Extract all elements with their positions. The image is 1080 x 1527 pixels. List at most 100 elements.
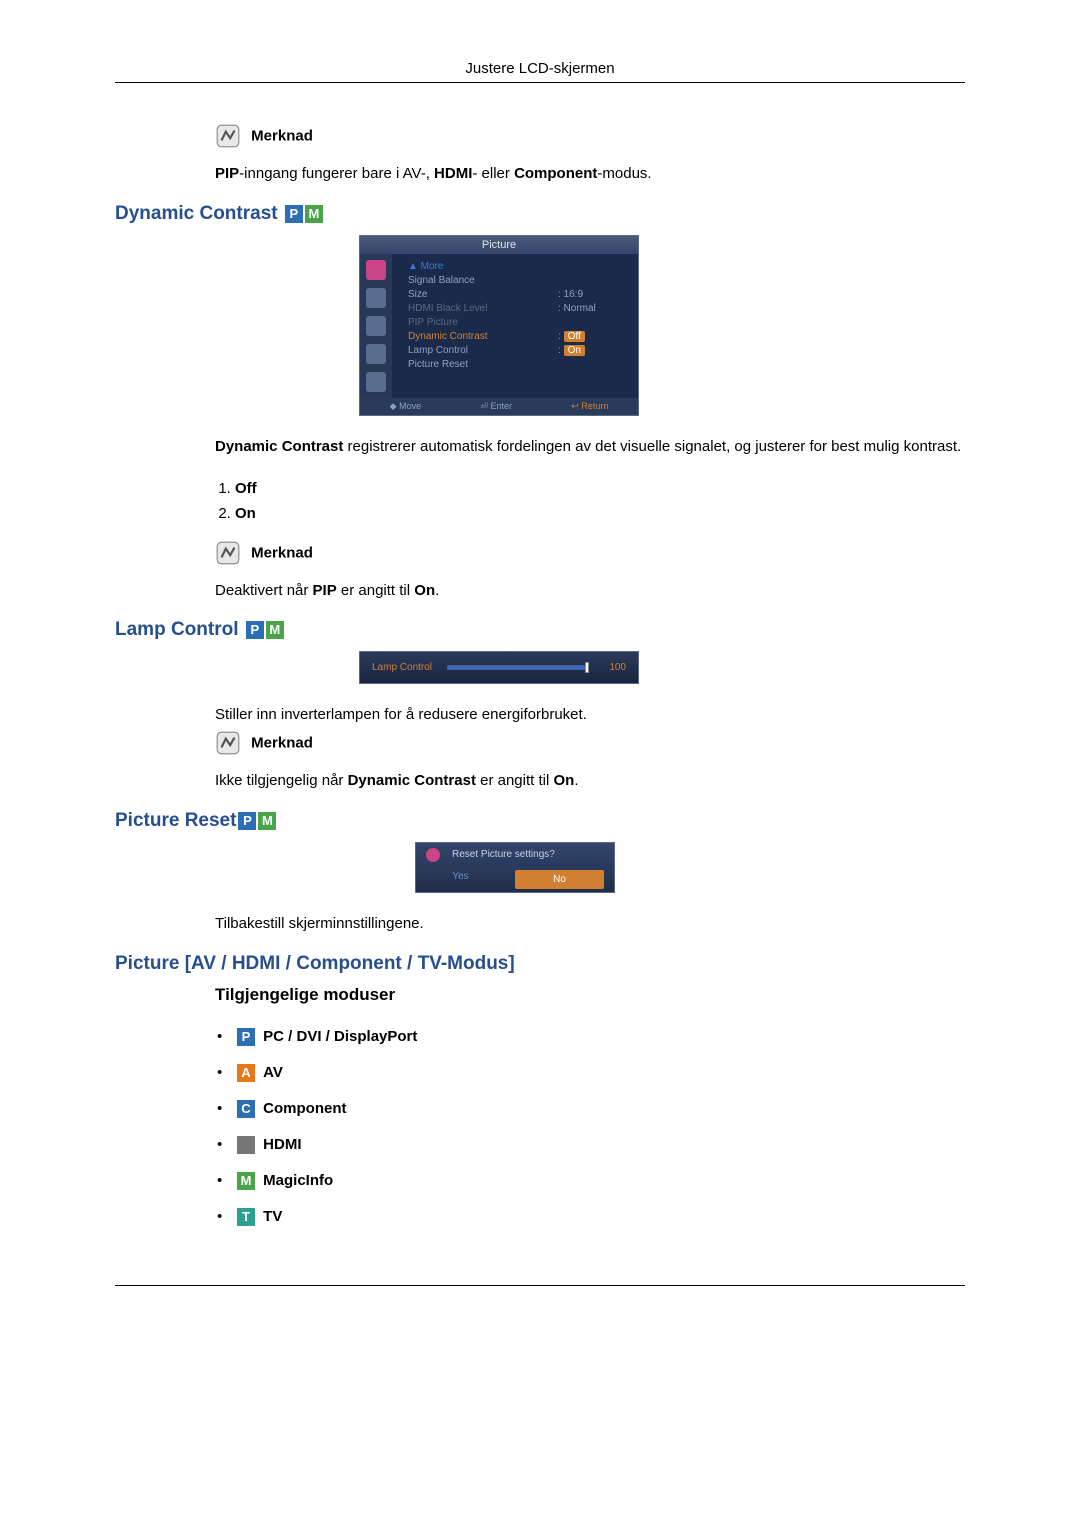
badge-c-icon: C	[237, 1100, 255, 1118]
mode-magicinfo: MagicInfo	[263, 1172, 333, 1189]
list-item: C Component	[235, 1091, 965, 1127]
note-icon	[215, 123, 241, 149]
page-header: Justere LCD-skjermen	[115, 60, 965, 83]
osd-val: : Off	[558, 331, 628, 342]
osd-val: : Normal	[558, 303, 628, 314]
note-icon	[215, 540, 241, 566]
badge-m-icon: M	[237, 1172, 255, 1190]
osd-side-icon	[366, 316, 386, 336]
badge-p-icon: P	[285, 205, 303, 223]
osd2-handle	[585, 662, 589, 673]
osd3-yes: Yes	[416, 867, 505, 892]
osd-return: ↩ Return	[571, 401, 608, 412]
osd2-label: Lamp Control	[372, 662, 437, 673]
dynamic-contrast-heading: Dynamic Contrast PM	[115, 203, 965, 225]
txt: Dynamic Contrast	[215, 438, 343, 455]
picture-modes-sub: Tilgjengelige moduser	[215, 985, 965, 1005]
dc-note2-body: Deaktivert når PIP er angitt til On.	[215, 580, 965, 602]
txt: registrerer automatisk fordelingen av de…	[343, 438, 961, 455]
heading-text: Lamp Control	[115, 619, 239, 640]
osd2-fill	[448, 666, 587, 669]
osd2: Lamp Control 100	[359, 651, 639, 684]
note1-body: PIP-inngang fungerer bare i AV-, HDMI- e…	[215, 163, 965, 185]
osd1-row: Lamp Control: On	[408, 344, 628, 358]
osd3-prompt-row: Reset Picture settings?	[416, 843, 614, 867]
osd1-row: Dynamic Contrast: Off	[408, 330, 628, 344]
badge-p-icon: P	[238, 812, 256, 830]
osd1-row: PIP Picture	[408, 316, 628, 330]
note-block: Merknad	[215, 540, 965, 566]
osd3-icon	[426, 848, 440, 862]
osd-side-icon	[366, 344, 386, 364]
page-footer	[115, 1285, 965, 1287]
modes-list: P PC / DVI / DisplayPort A AV C Componen…	[235, 1019, 965, 1235]
osd1-row: HDMI Black Level: Normal	[408, 302, 628, 316]
osd1-sidebar	[360, 254, 392, 398]
badge-t-icon: T	[237, 1208, 255, 1226]
osd-enter: ⏎ Enter	[480, 401, 512, 412]
txt: .	[574, 772, 578, 789]
osd-lbl: Dynamic Contrast	[408, 331, 558, 342]
list-item: M MagicInfo	[235, 1163, 965, 1199]
txt: Deaktivert når	[215, 582, 313, 599]
txt: Ikke tilgjengelig når	[215, 772, 348, 789]
note-label: Merknad	[251, 544, 313, 561]
osd-lbl: PIP Picture	[408, 317, 628, 328]
osd1-main: ▲ More Signal Balance Size: 16:9 HDMI Bl…	[392, 254, 638, 398]
osd-val: : On	[558, 345, 628, 356]
osd1-row: Size: 16:9	[408, 288, 628, 302]
note-label: Merknad	[251, 128, 313, 145]
dynamic-contrast-body: Dynamic Contrast registrerer automatisk …	[215, 436, 965, 458]
osd-picture-reset: Reset Picture settings? Yes No	[415, 842, 615, 893]
badge-p-icon: P	[237, 1028, 255, 1046]
osd-lbl: HDMI Black Level	[408, 303, 558, 314]
mode-component: Component	[263, 1100, 346, 1117]
list-item: On	[235, 501, 965, 526]
list-item: P PC / DVI / DisplayPort	[235, 1019, 965, 1055]
osd-picture-menu: Picture ▲ More Signal Balance Size: 16:9…	[359, 235, 965, 416]
txt: Dynamic Contrast	[348, 772, 476, 789]
heading-text: Picture Reset	[115, 810, 236, 831]
lamp-body: Stiller inn inverterlampen for å reduser…	[215, 704, 965, 726]
osd-lamp-control: Lamp Control 100	[359, 651, 965, 684]
txt: - eller	[472, 165, 514, 182]
txt: PIP	[313, 582, 337, 599]
dynamic-contrast-options: Off On	[235, 476, 965, 526]
picture-reset-heading: Picture ResetPM	[115, 810, 965, 832]
osd2-slider	[447, 665, 588, 670]
osd-lbl: Signal Balance	[408, 275, 628, 286]
list-item: HDMI	[235, 1127, 965, 1163]
txt: .	[435, 582, 439, 599]
txt: er angitt til	[337, 582, 415, 599]
lamp-note-body: Ikke tilgjengelig når Dynamic Contrast e…	[215, 770, 965, 792]
osd3-no: No	[515, 870, 604, 889]
mode-av: AV	[263, 1064, 283, 1081]
osd-side-icon	[366, 372, 386, 392]
txt: On	[554, 772, 575, 789]
mode-hdmi: HDMI	[263, 1136, 301, 1153]
osd1-bottom: ◆ Move ⏎ Enter ↩ Return	[360, 398, 638, 415]
heading-text: Dynamic Contrast	[115, 203, 278, 224]
lamp-control-heading: Lamp Control PM	[115, 619, 965, 641]
osd-hl: Off	[564, 331, 585, 342]
note-icon	[215, 730, 241, 756]
option-off: Off	[235, 480, 257, 497]
badge-m-icon: M	[266, 621, 284, 639]
osd3-buttons: Yes No	[416, 867, 614, 892]
osd-hl: On	[564, 345, 585, 356]
txt: On	[414, 582, 435, 599]
picture-modes-heading: Picture [AV / HDMI / Component / TV-Modu…	[115, 953, 965, 975]
header-title: Justere LCD-skjermen	[465, 60, 614, 77]
osd3-prompt: Reset Picture settings?	[452, 849, 555, 860]
osd-side-icon	[366, 288, 386, 308]
mode-pc: PC / DVI / DisplayPort	[263, 1028, 417, 1045]
osd1: Picture ▲ More Signal Balance Size: 16:9…	[359, 235, 639, 416]
badge-p-icon: P	[246, 621, 264, 639]
txt: HDMI	[434, 165, 472, 182]
badge-m-icon: M	[305, 205, 323, 223]
txt: er angitt til	[476, 772, 554, 789]
txt: Component	[514, 165, 597, 182]
badge-a-icon: A	[237, 1064, 255, 1082]
osd-lbl: Picture Reset	[408, 359, 628, 370]
txt: PIP	[215, 165, 239, 182]
